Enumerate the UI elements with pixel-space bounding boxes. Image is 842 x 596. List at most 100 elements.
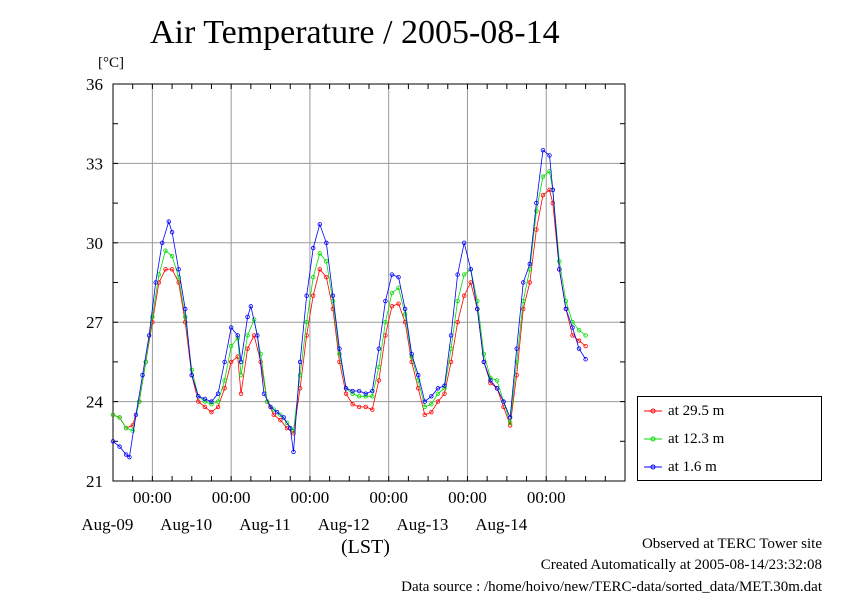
data-point [261, 391, 267, 396]
x-time-tick-label: 00:00 [212, 488, 251, 507]
legend-item-29m: at 29.5 m [644, 401, 724, 421]
data-point [475, 298, 480, 304]
data-point [189, 372, 194, 378]
data-point [127, 454, 132, 460]
data-point [363, 404, 368, 410]
data-point [435, 386, 441, 391]
data-point [435, 399, 441, 404]
data-point [429, 409, 434, 415]
plot-frame [112, 83, 626, 482]
data-point [583, 343, 588, 349]
data-point [153, 280, 158, 285]
data-point [176, 267, 181, 272]
data-point [317, 251, 322, 256]
data-point [557, 259, 562, 264]
chart-legend: at 29.5 m at 12.3 m at 1.6 m [637, 396, 822, 481]
data-point [271, 407, 277, 412]
data-point [183, 320, 188, 325]
data-point [278, 412, 283, 418]
legend-marker-12m [644, 436, 662, 442]
data-point [461, 240, 467, 245]
legend-marker-29m [644, 408, 662, 414]
data-point [117, 444, 122, 449]
data-point [297, 359, 303, 365]
data-point [258, 351, 263, 357]
data-point [238, 359, 244, 365]
data-point [507, 420, 513, 425]
data-point [209, 399, 214, 404]
x-time-tick-label: 00:00 [448, 488, 487, 507]
data-point [570, 333, 575, 338]
data-point [228, 359, 234, 365]
series-line-0 [112, 189, 586, 435]
data-point [521, 280, 526, 285]
data-point [137, 399, 142, 404]
data-point [215, 391, 221, 396]
data-point [288, 425, 293, 431]
data-point [169, 253, 175, 259]
data-source-note: Data source : /home/hoivo/new/TERC-data/… [401, 579, 822, 595]
legend-label-1m: at 1.6 m [668, 458, 717, 475]
data-point [271, 412, 277, 418]
data-point [370, 394, 375, 399]
data-point [343, 386, 349, 391]
data-point [481, 351, 487, 357]
data-point [209, 409, 214, 415]
data-point [416, 372, 421, 378]
data-point [330, 293, 336, 298]
x-time-tick-label: 00:00 [291, 488, 330, 507]
data-point [110, 412, 116, 418]
data-point [376, 378, 382, 383]
data-point [245, 314, 250, 320]
data-point [363, 394, 368, 399]
data-point [461, 272, 467, 277]
data-point [311, 245, 316, 251]
data-point [215, 399, 221, 404]
data-point [383, 320, 388, 325]
series-line-2 [112, 149, 586, 458]
data-point [422, 412, 427, 418]
data-point [248, 304, 254, 309]
data-point [163, 267, 168, 272]
data-point [238, 391, 244, 396]
data-point [416, 378, 421, 383]
data-point [245, 333, 250, 338]
data-point [176, 275, 181, 280]
data-point [183, 306, 188, 312]
x-axis-label: (LST) [341, 536, 390, 558]
data-point [563, 298, 569, 304]
data-point [540, 147, 546, 153]
data-point [130, 428, 135, 433]
data-point [356, 404, 362, 410]
data-point [350, 388, 355, 394]
data-point [461, 293, 467, 298]
data-point [235, 333, 240, 338]
x-time-tick-label: 00:00 [369, 488, 408, 507]
data-point [488, 378, 493, 383]
data-point [583, 333, 588, 338]
data-point [202, 399, 208, 404]
data-point [202, 404, 208, 410]
data-point [435, 391, 441, 396]
data-point [576, 327, 582, 333]
data-point [222, 378, 227, 383]
data-point [389, 304, 395, 309]
x-date-label: Aug-12 [318, 515, 370, 534]
data-point [304, 293, 309, 298]
y-tick-label: 21 [86, 472, 103, 491]
data-point [202, 396, 208, 402]
data-point [123, 452, 129, 457]
data-point [389, 272, 395, 277]
data-point [494, 378, 500, 383]
data-point [409, 351, 414, 357]
data-point [521, 306, 526, 312]
x-time-tick-label: 00:00 [133, 488, 172, 507]
data-point [311, 293, 316, 298]
data-point [507, 415, 513, 420]
data-point [169, 230, 175, 235]
chart-title: Air Temperature / 2005-08-14 [150, 14, 560, 51]
data-point [527, 280, 533, 285]
data-point [550, 200, 555, 206]
data-point [196, 399, 201, 404]
data-point [146, 333, 152, 338]
